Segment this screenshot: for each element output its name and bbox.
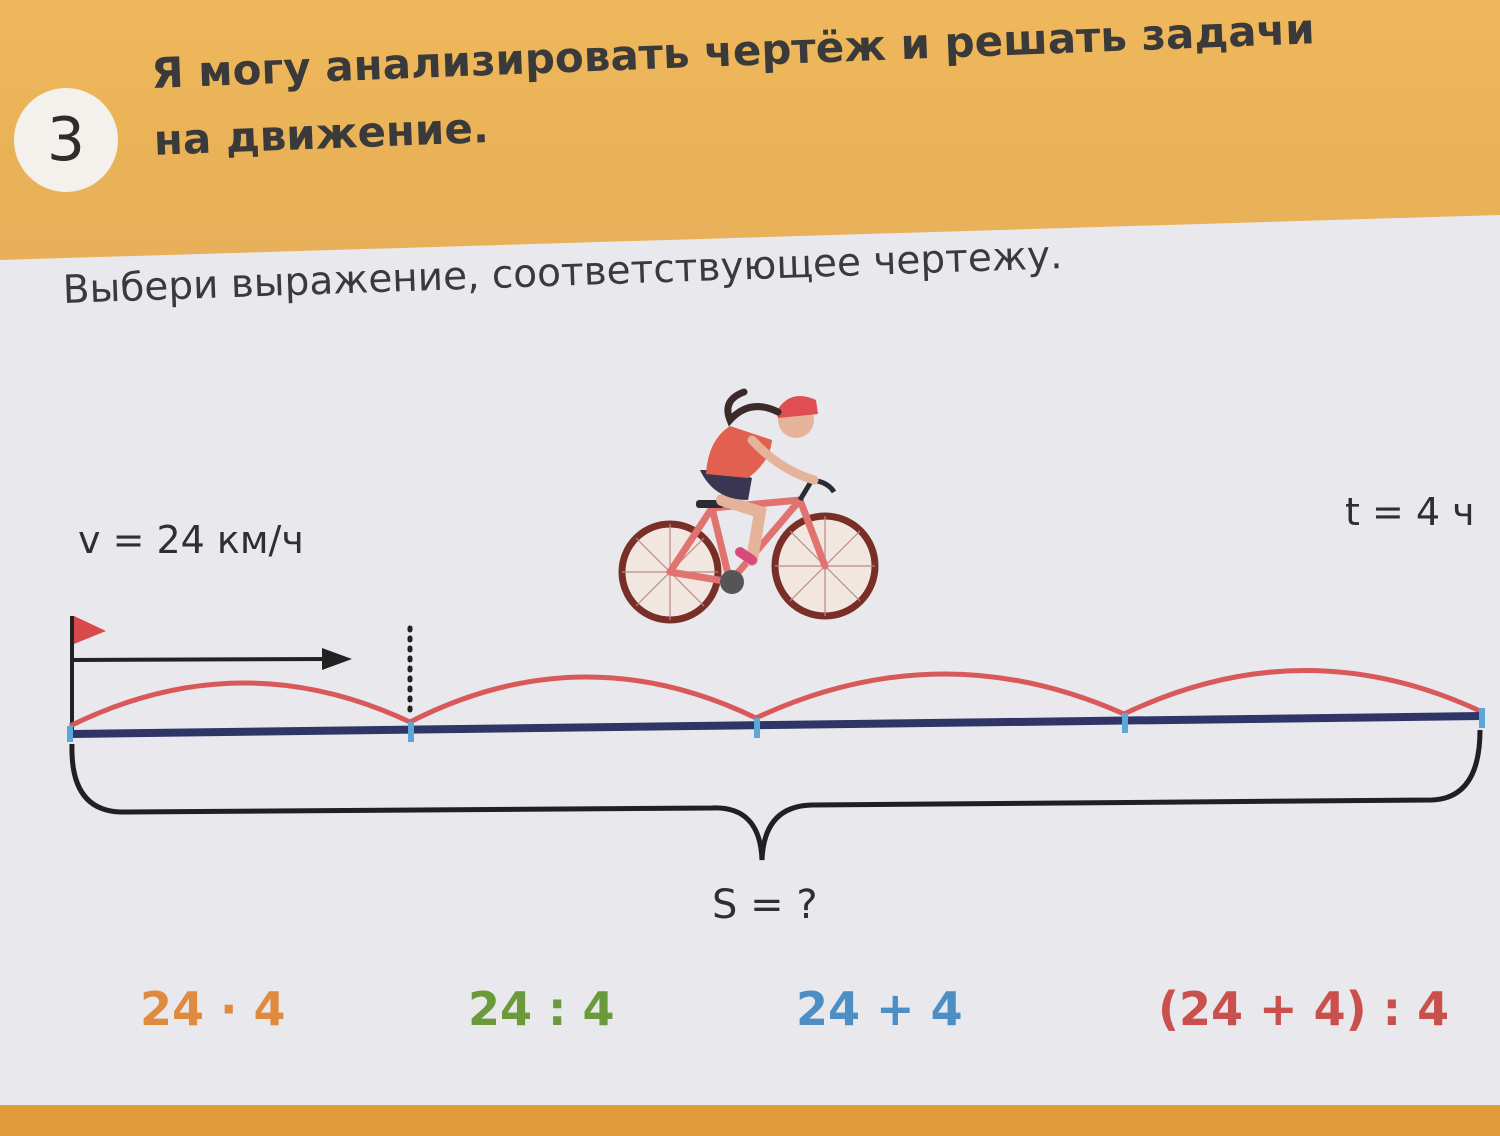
answer-option-1[interactable]: 24 · 4	[140, 982, 286, 1036]
segment-arcs	[68, 668, 1484, 729]
time-label: t = 4 ч	[1345, 490, 1475, 534]
distance-brace	[69, 729, 1483, 861]
step-number: 3	[46, 105, 86, 175]
velocity-arrow	[71, 648, 352, 670]
start-flag-icon	[70, 616, 106, 730]
segment-ticks	[67, 708, 1485, 742]
answer-option-2[interactable]: 24 : 4	[468, 982, 615, 1036]
distance-label: S = ?	[712, 882, 818, 928]
segment-arc-4	[1122, 668, 1484, 717]
segment-arc-1	[68, 680, 412, 729]
rider-figure	[700, 388, 819, 566]
speed-label: v = 24 км/ч	[78, 518, 304, 562]
segment-arc-3	[754, 671, 1126, 721]
bottom-band	[0, 1105, 1500, 1136]
bicycle-icon	[618, 477, 879, 624]
answer-option-4[interactable]: (24 + 4) : 4	[1158, 982, 1450, 1036]
segment-arc-2	[408, 674, 758, 725]
cyclist-illustration	[618, 388, 879, 624]
distance-line	[69, 712, 1483, 738]
step-number-badge: 3	[14, 88, 118, 192]
answer-option-3[interactable]: 24 + 4	[796, 982, 963, 1036]
